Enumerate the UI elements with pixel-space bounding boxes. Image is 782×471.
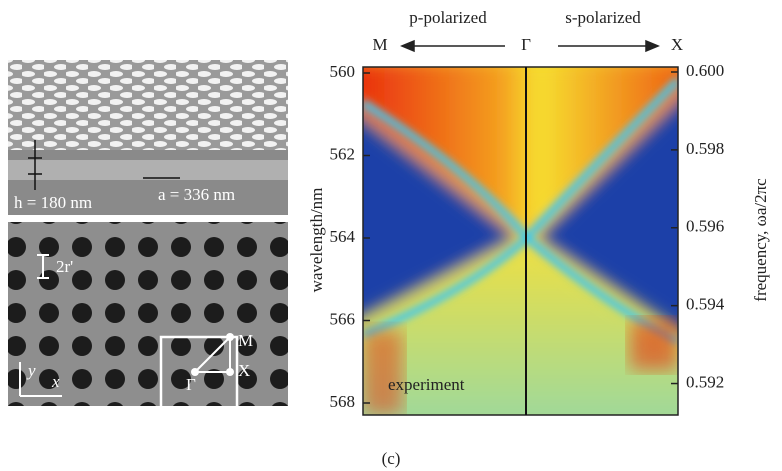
bz-x: X — [238, 361, 250, 380]
panel-label: (c) — [382, 449, 401, 468]
left-tick-label: 568 — [330, 392, 356, 411]
left-tick-label: 566 — [330, 309, 356, 328]
right-tick-label: 0.600 — [686, 61, 724, 80]
header-x: X — [671, 35, 683, 54]
header-left: p-polarized — [409, 8, 487, 27]
left-tick-label: 560 — [330, 62, 356, 81]
radius-label: 2r' — [56, 257, 73, 276]
left-tick-label: 564 — [330, 227, 356, 246]
left-axis-label: wavelength/nm — [307, 188, 326, 293]
figure: h = 180 nm a = 336 nm 2r' y x M X Γ p-po… — [0, 0, 782, 471]
right-tick-label: 0.596 — [686, 217, 724, 236]
x-axis-label: x — [51, 372, 60, 391]
height-label: h = 180 nm — [14, 193, 92, 212]
bz-m: M — [238, 331, 253, 350]
header-m: M — [372, 35, 387, 54]
map-annotation: experiment — [388, 375, 465, 394]
header-right: s-polarized — [565, 8, 641, 27]
y-axis-label: y — [26, 361, 36, 380]
right-tick-label: 0.594 — [686, 295, 725, 314]
right-tick-label: 0.598 — [686, 139, 724, 158]
bz-gamma: Γ — [186, 375, 196, 394]
sem-top: h = 180 nm a = 336 nm — [8, 60, 288, 215]
sem-bottom: 2r' y x M X Γ — [8, 222, 288, 409]
left-tick-label: 562 — [330, 144, 356, 163]
header-gamma: Γ — [521, 35, 531, 54]
period-label: a = 336 nm — [158, 185, 235, 204]
right-axis-label: frequency, ωa/2πc — [751, 178, 770, 302]
right-tick-label: 0.592 — [686, 372, 724, 391]
